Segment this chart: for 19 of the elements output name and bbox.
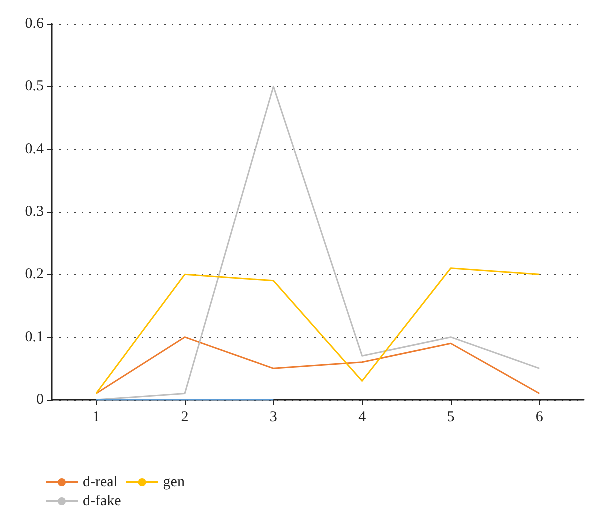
x-tick-label: 2 bbox=[181, 410, 189, 426]
y-tick-label: 0.2 bbox=[25, 266, 44, 283]
line-series bbox=[96, 268, 540, 394]
x-tick-label: 5 bbox=[447, 410, 455, 426]
y-tick-label: 0.6 bbox=[25, 16, 44, 32]
y-tick-label: 0.3 bbox=[25, 204, 44, 220]
line-series bbox=[96, 86, 540, 401]
x-tick-label: 4 bbox=[358, 410, 367, 426]
y-tick-label: 0 bbox=[36, 392, 44, 408]
legend-label: d-fake bbox=[83, 494, 122, 510]
y-tick-label: 0.5 bbox=[25, 78, 44, 95]
x-tick-label: 1 bbox=[92, 410, 100, 426]
x-tick-label: 3 bbox=[270, 410, 278, 426]
x-tick-label: 6 bbox=[536, 410, 544, 426]
y-tick-label: 0.4 bbox=[25, 141, 44, 158]
legend-label: gen bbox=[163, 474, 186, 490]
y-tick-label: 0.1 bbox=[25, 329, 44, 346]
legend-label: d-real bbox=[83, 474, 118, 490]
line-series bbox=[96, 336, 540, 394]
